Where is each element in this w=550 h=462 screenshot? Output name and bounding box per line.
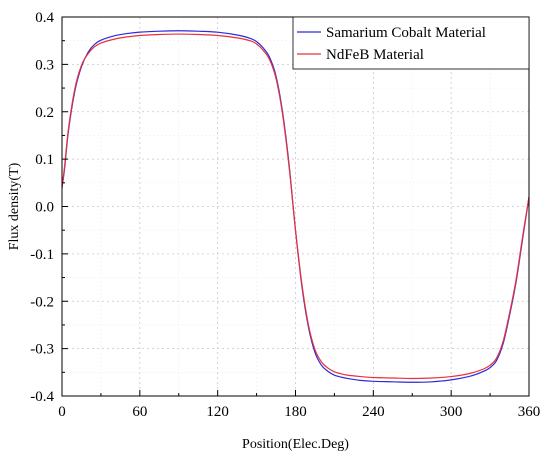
legend-box [292,16,530,70]
legend: Samarium Cobalt Material NdFeB Material [292,16,530,70]
grid [62,17,529,396]
axis-ticks [61,16,530,397]
x-tick-label: 0 [58,404,66,420]
y-tick-label: 0.0 [35,200,54,216]
series-lines [61,30,530,383]
x-tick-label: 120 [206,404,229,420]
y-tick-label: -0.4 [30,389,54,405]
y-tick-label: 0.3 [35,57,54,73]
x-tick-label: 60 [132,404,147,420]
y-tick-label: -0.1 [30,247,54,263]
y-tick-label: -0.3 [30,342,54,358]
legend-label-samarium-cobalt: Samarium Cobalt Material [326,25,486,41]
y-tick-label: -0.2 [30,294,54,310]
x-tick-label: 240 [362,404,385,420]
x-tick-label: 180 [284,404,307,420]
y-tick-label: 0.2 [35,105,54,121]
axis-tick-labels: 0 60 120 180 240 300 360 0.4 0.3 0.2 0.1 0.0 -0.1 -0.… [30,10,540,420]
y-axis-label: Flux density(T) [7,162,22,250]
y-tick-label: 0.1 [35,152,54,168]
x-axis-label: Position(Elec.Deg) [242,437,349,452]
x-tick-label: 360 [518,404,541,420]
x-tick-label: 300 [440,404,463,420]
series-line-ndfeb [61,33,530,380]
y-tick-label: 0.4 [35,10,54,26]
legend-label-ndfeb: NdFeB Material [326,47,424,63]
